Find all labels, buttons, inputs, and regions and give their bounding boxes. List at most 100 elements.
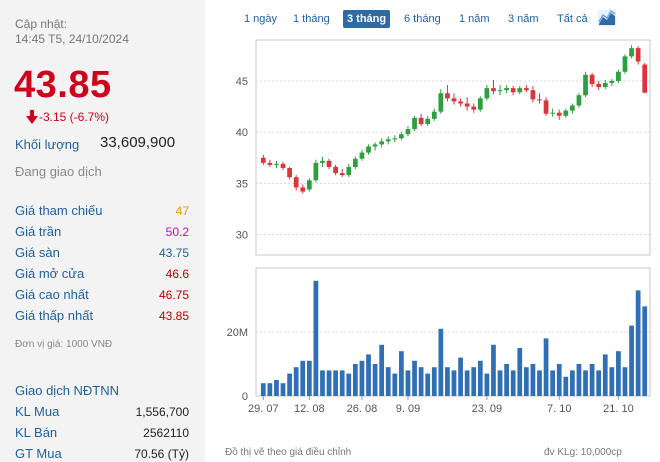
candle-body bbox=[352, 158, 358, 167]
candle-body bbox=[366, 146, 371, 153]
volume-bar bbox=[274, 380, 279, 396]
candle-body bbox=[576, 95, 582, 106]
updated-time: 14:45 T5, 24/10/2024 bbox=[15, 32, 129, 46]
volume-bar bbox=[464, 370, 470, 396]
candle-body bbox=[405, 129, 411, 135]
volume-unit-note: đv KLg: 10,000cp bbox=[544, 447, 622, 458]
volume-bar bbox=[287, 373, 292, 396]
candle-body bbox=[609, 80, 615, 83]
candle-body bbox=[260, 157, 266, 163]
open-price-value: 46.6 bbox=[165, 267, 189, 281]
volume-bar bbox=[333, 370, 338, 396]
candle-body bbox=[491, 88, 496, 92]
high-price-label: Giá cao nhất bbox=[15, 287, 89, 302]
reference-price-value: 47 bbox=[175, 204, 189, 218]
candle-body bbox=[510, 88, 516, 93]
candle-body bbox=[425, 118, 431, 124]
volume-bar bbox=[412, 360, 417, 396]
foreign-buy-volume-value: 1,556,700 bbox=[135, 405, 189, 419]
candle-body bbox=[418, 117, 424, 124]
volume-bar bbox=[260, 383, 266, 396]
volume-bar bbox=[635, 290, 641, 396]
volume-tick-label: 20M bbox=[227, 327, 248, 339]
candle-body bbox=[589, 74, 595, 85]
volume-bar bbox=[477, 360, 483, 396]
candle-body bbox=[517, 88, 523, 93]
x-tick-label: 7. 10 bbox=[547, 403, 571, 415]
tab-1-day[interactable]: 1 ngày bbox=[244, 13, 278, 25]
volume-bar bbox=[425, 373, 431, 396]
adjusted-price-note: Đồ thị vẽ theo giá điều chỉnh bbox=[225, 447, 352, 458]
quote-panel: Cập nhật: 14:45 T5, 24/10/2024 43.85 -3.… bbox=[0, 0, 205, 462]
volume-bar bbox=[339, 370, 345, 396]
foreign-buy-value-value: 70.56 (Tỷ) bbox=[134, 447, 189, 461]
candle-body bbox=[477, 98, 483, 110]
candle-body bbox=[320, 160, 325, 163]
volume-bar bbox=[451, 370, 457, 396]
volume-label: Khối lượng bbox=[15, 137, 80, 152]
volume-bar bbox=[616, 351, 621, 396]
chart-type-icon[interactable] bbox=[598, 10, 616, 26]
candle-body bbox=[497, 90, 503, 92]
candle-body bbox=[287, 167, 292, 178]
volume-bar bbox=[326, 370, 332, 396]
candle-body bbox=[392, 138, 398, 140]
candle-body bbox=[622, 56, 628, 72]
candle-body bbox=[504, 88, 509, 91]
volume-bar bbox=[418, 367, 424, 396]
volume-bar bbox=[576, 364, 582, 396]
candle-body bbox=[471, 106, 477, 110]
volume-bar bbox=[372, 364, 378, 396]
candle-body bbox=[379, 141, 385, 145]
candle-body bbox=[635, 48, 641, 62]
candle-body bbox=[438, 93, 444, 112]
candle-body bbox=[293, 177, 299, 188]
candle-body bbox=[445, 93, 450, 99]
price-tick-label: 35 bbox=[236, 178, 248, 190]
volume-bar bbox=[491, 344, 496, 396]
tab-3-months[interactable]: 3 tháng bbox=[343, 10, 391, 28]
candle-body bbox=[550, 112, 556, 114]
volume-value: 33,609,900 bbox=[100, 134, 176, 151]
tab-1-year[interactable]: 1 năm bbox=[459, 13, 490, 25]
candle-body bbox=[300, 187, 306, 192]
tab-6-months[interactable]: 6 tháng bbox=[404, 13, 441, 25]
tab-all[interactable]: Tất cả bbox=[557, 13, 588, 25]
volume-bar bbox=[629, 325, 634, 396]
candle-body bbox=[326, 160, 332, 167]
candle-body bbox=[306, 180, 312, 190]
volume-bar bbox=[445, 367, 450, 396]
candle-body bbox=[412, 117, 417, 130]
candle-body bbox=[556, 112, 562, 116]
tab-1-month[interactable]: 1 tháng bbox=[293, 13, 330, 25]
volume-bar bbox=[280, 383, 286, 396]
candle-body bbox=[359, 152, 365, 159]
volume-bar bbox=[484, 373, 490, 396]
high-price-value: 46.75 bbox=[158, 288, 189, 302]
volume-bar bbox=[537, 370, 542, 396]
candle-body bbox=[451, 98, 457, 102]
candle-body bbox=[543, 100, 549, 114]
ceiling-price-value: 50.2 bbox=[165, 225, 189, 239]
candle-body bbox=[523, 88, 529, 91]
volume-bar bbox=[405, 370, 411, 396]
candle-body bbox=[431, 111, 437, 119]
x-tick-label: 21. 10 bbox=[603, 403, 634, 415]
candle-body bbox=[267, 162, 273, 165]
x-tick-label: 29. 07 bbox=[248, 403, 279, 415]
volume-bar bbox=[366, 354, 371, 396]
volume-bar bbox=[523, 367, 529, 396]
trading-status: Đang giao dịch bbox=[15, 164, 102, 179]
volume-bar bbox=[320, 370, 325, 396]
foreign-trading-title: Giao dịch NĐTNN bbox=[15, 383, 120, 398]
candle-body bbox=[484, 88, 490, 99]
tab-3-years[interactable]: 3 năm bbox=[508, 13, 539, 25]
x-tick-label: 9. 09 bbox=[396, 403, 420, 415]
price-tick-label: 30 bbox=[236, 230, 248, 242]
volume-bar bbox=[313, 280, 319, 396]
candle-body bbox=[346, 166, 352, 176]
volume-tick-label: 0 bbox=[242, 391, 248, 403]
candle-body bbox=[583, 74, 588, 96]
volume-bar bbox=[458, 357, 463, 396]
